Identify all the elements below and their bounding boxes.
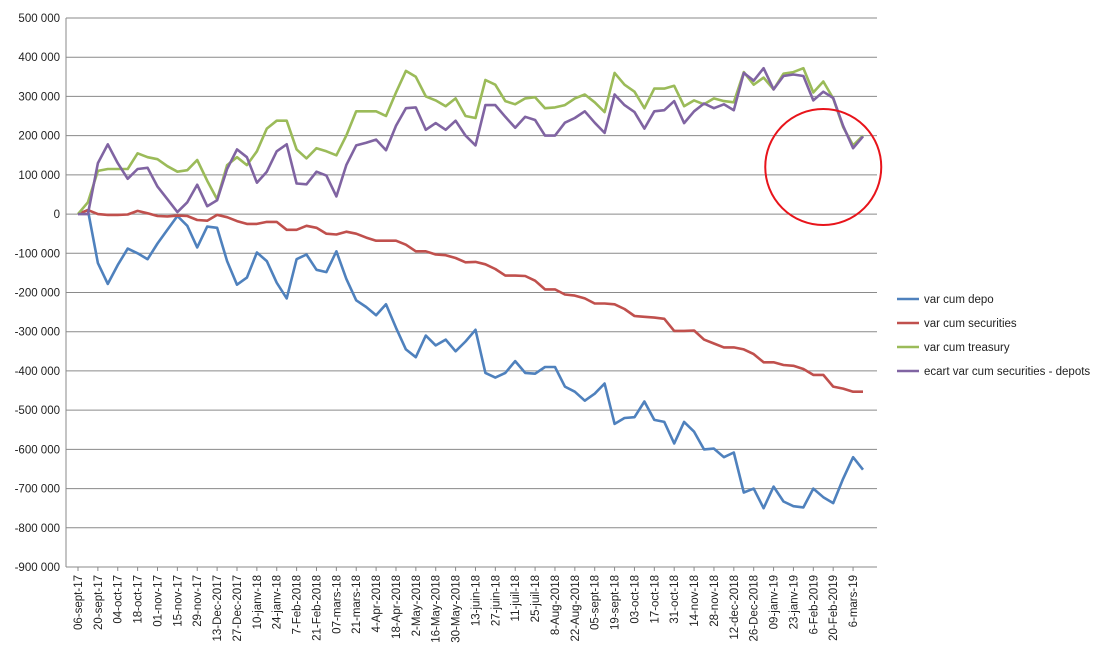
y-tick-label: 200 000 bbox=[18, 131, 60, 143]
highlight-circle bbox=[764, 108, 883, 227]
x-tick-label: 28-nov-18 bbox=[709, 575, 721, 627]
y-tick-label: -300 000 bbox=[15, 327, 60, 339]
x-tick-label: 09-janv-19 bbox=[769, 575, 781, 629]
x-tick-label: 21-Feb-2018 bbox=[311, 575, 323, 641]
series-line-3 bbox=[78, 66, 864, 216]
x-tick-label: 17-oct-18 bbox=[649, 575, 661, 624]
legend-label-2: var cum treasury bbox=[924, 342, 1010, 354]
y-tick-label: 500 000 bbox=[18, 13, 60, 25]
x-tick-label: 16-May-2018 bbox=[431, 575, 443, 643]
series-lines bbox=[77, 66, 865, 510]
x-tick-label: 12-dec-2018 bbox=[729, 575, 741, 640]
y-tick-label: -700 000 bbox=[15, 484, 60, 496]
y-tick-label: 300 000 bbox=[18, 91, 60, 103]
x-tick-label: 23-janv-19 bbox=[788, 575, 800, 629]
y-tick-label: -600 000 bbox=[15, 444, 60, 456]
x-tick-label: 05-sept-18 bbox=[590, 575, 602, 630]
legend-label-3: ecart var cum securities - depots bbox=[924, 366, 1090, 378]
x-tick-label: 19-sept-18 bbox=[610, 575, 622, 630]
x-tick-label: 06-sept-17 bbox=[73, 575, 85, 630]
x-tick-label: 6-Feb-2019 bbox=[808, 575, 820, 634]
series-line-1 bbox=[77, 208, 863, 393]
x-tick-label: 20-sept-17 bbox=[93, 575, 105, 630]
x-tick-label: 14-nov-18 bbox=[689, 575, 701, 627]
series-line-0 bbox=[77, 208, 865, 510]
x-axis: 06-sept-17 20-sept-17 04-oct-17 18-oct-17 01… bbox=[73, 567, 860, 643]
y-tick-label: -400 000 bbox=[15, 366, 60, 378]
x-tick-label: 15-nov-17 bbox=[172, 575, 184, 627]
legend-label-0: var cum depo bbox=[924, 294, 994, 306]
x-tick-label: 7-Feb-2018 bbox=[292, 575, 304, 634]
y-tick-label: 100 000 bbox=[18, 170, 60, 182]
x-tick-label: 13-Dec-2017 bbox=[212, 575, 224, 641]
x-tick-label: 07-mars-18 bbox=[331, 575, 343, 634]
x-tick-label: 26-Dec-2018 bbox=[749, 575, 761, 641]
y-axis: 500 000 400 000 300 000 200 000 100 000 0 -100… bbox=[15, 13, 60, 574]
x-tick-label: 27-juin-18 bbox=[490, 575, 502, 626]
gridlines bbox=[65, 17, 877, 568]
x-tick-label: 29-nov-17 bbox=[192, 575, 204, 627]
legend-label-1: var cum securities bbox=[924, 318, 1017, 330]
x-tick-label: 11-juil-18 bbox=[510, 575, 522, 621]
y-tick-label: 400 000 bbox=[18, 52, 60, 64]
x-tick-label: 6-mars-19 bbox=[848, 575, 860, 627]
annotation bbox=[764, 108, 883, 227]
x-tick-label: 18-oct-17 bbox=[133, 575, 145, 624]
y-tick-label: -900 000 bbox=[15, 562, 60, 574]
y-tick-label: -200 000 bbox=[15, 288, 60, 300]
x-tick-label: 03-oct-18 bbox=[629, 575, 641, 624]
x-tick-label: 31-oct-18 bbox=[669, 575, 681, 624]
x-tick-label: 18-Apr-2018 bbox=[391, 575, 403, 639]
legend: var cum depo var cum securities var cum tr… bbox=[897, 294, 1090, 378]
x-tick-label: 10-janv-18 bbox=[252, 575, 264, 629]
y-tick-label: -800 000 bbox=[15, 523, 60, 535]
y-tick-label: -100 000 bbox=[15, 248, 60, 260]
x-tick-label: 30-May-2018 bbox=[451, 575, 463, 643]
y-tick-label: 0 bbox=[54, 209, 60, 221]
x-tick-label: 2-May-2018 bbox=[411, 575, 423, 636]
x-tick-label: 25-juil-18 bbox=[530, 575, 542, 622]
x-tick-label: 13-juin-18 bbox=[470, 575, 482, 626]
x-tick-label: 04-oct-17 bbox=[113, 575, 125, 624]
x-tick-label: 20-Feb-2019 bbox=[828, 575, 840, 641]
x-tick-label: 8-Aug-2018 bbox=[550, 575, 562, 635]
x-tick-label: 21-mars-18 bbox=[351, 575, 363, 634]
series-line-2 bbox=[77, 66, 864, 215]
x-tick-label: 4-Apr-2018 bbox=[371, 575, 383, 633]
x-tick-label: 24-janv-18 bbox=[272, 575, 284, 629]
x-tick-label: 22-Aug-2018 bbox=[570, 575, 582, 642]
y-tick-label: -500 000 bbox=[15, 405, 60, 417]
x-tick-label: 27-Dec-2017 bbox=[232, 575, 244, 641]
x-tick-label: 01-nov-17 bbox=[152, 575, 164, 627]
